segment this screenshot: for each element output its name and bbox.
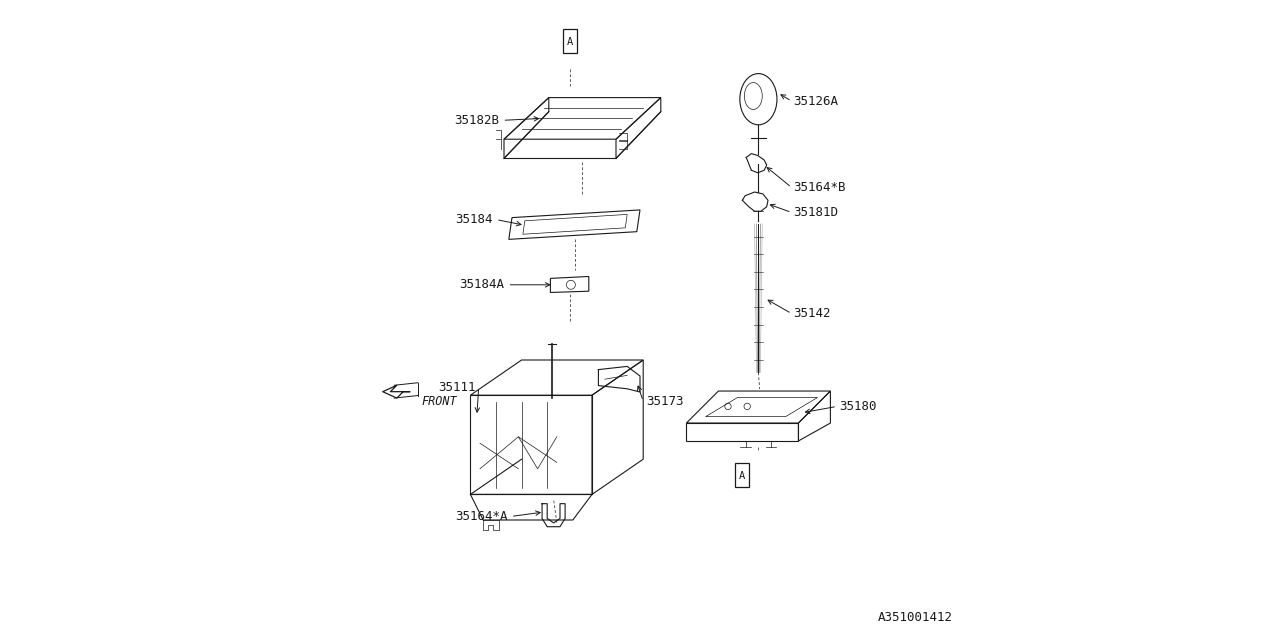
Text: 35142: 35142 [794, 307, 831, 320]
Text: A: A [567, 37, 572, 47]
Text: A: A [740, 471, 745, 481]
Text: 35111: 35111 [438, 381, 476, 394]
Text: 35164*A: 35164*A [454, 510, 507, 523]
Text: 35126A: 35126A [794, 95, 838, 108]
Bar [563, 29, 576, 53]
Text: A351001412: A351001412 [877, 611, 952, 624]
Text: 35184A: 35184A [460, 278, 504, 291]
Text: FRONT: FRONT [421, 395, 457, 408]
Text: 35182B: 35182B [454, 114, 499, 127]
Text: 35173: 35173 [646, 395, 684, 408]
Text: 35184: 35184 [456, 213, 493, 226]
Text: 35180: 35180 [840, 400, 877, 413]
Bar [735, 463, 750, 487]
Text: 35164*B: 35164*B [794, 181, 846, 194]
Text: 35181D: 35181D [794, 206, 838, 219]
